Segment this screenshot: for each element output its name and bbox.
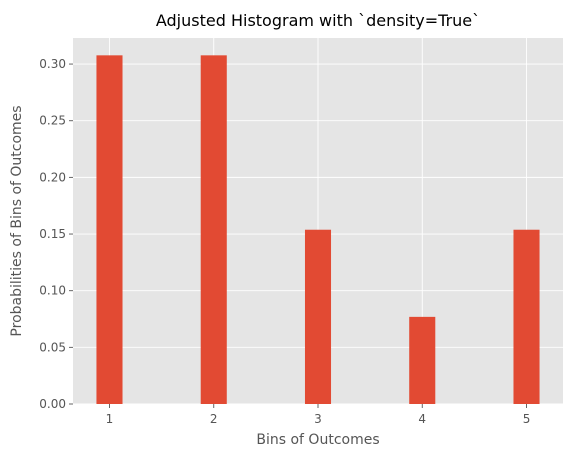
y-tick-label: 0.20 [39,170,66,184]
bar-3 [304,229,332,404]
x-tick-label: 1 [106,412,114,426]
y-tick-label: 0.30 [39,57,66,71]
x-axis-label: Bins of Outcomes [256,432,379,448]
bar-2 [200,55,227,404]
x-tick-label: 2 [210,412,218,426]
bar-1 [96,55,123,404]
x-tick-label: 3 [314,412,322,426]
y-tick-label: 0.05 [39,340,66,354]
bar-4 [409,316,436,404]
x-tick-label: 4 [418,412,426,426]
y-axis-label: Probabilities of Bins of Outcomes [9,105,25,336]
chart-title: Adjusted Histogram with `density=True` [156,11,480,30]
y-tick-label: 0.00 [39,397,66,411]
y-tick-label: 0.15 [39,227,66,241]
y-axis-ticks: 0.00 0.05 0.10 0.15 0.20 0.25 0.30 [39,57,73,411]
x-tick-label: 5 [523,412,531,426]
y-tick-label: 0.25 [39,114,66,128]
x-axis-ticks: 1 2 3 4 5 [106,404,531,426]
bar-5 [513,229,540,404]
bars [96,55,540,404]
y-tick-label: 0.10 [39,284,66,298]
